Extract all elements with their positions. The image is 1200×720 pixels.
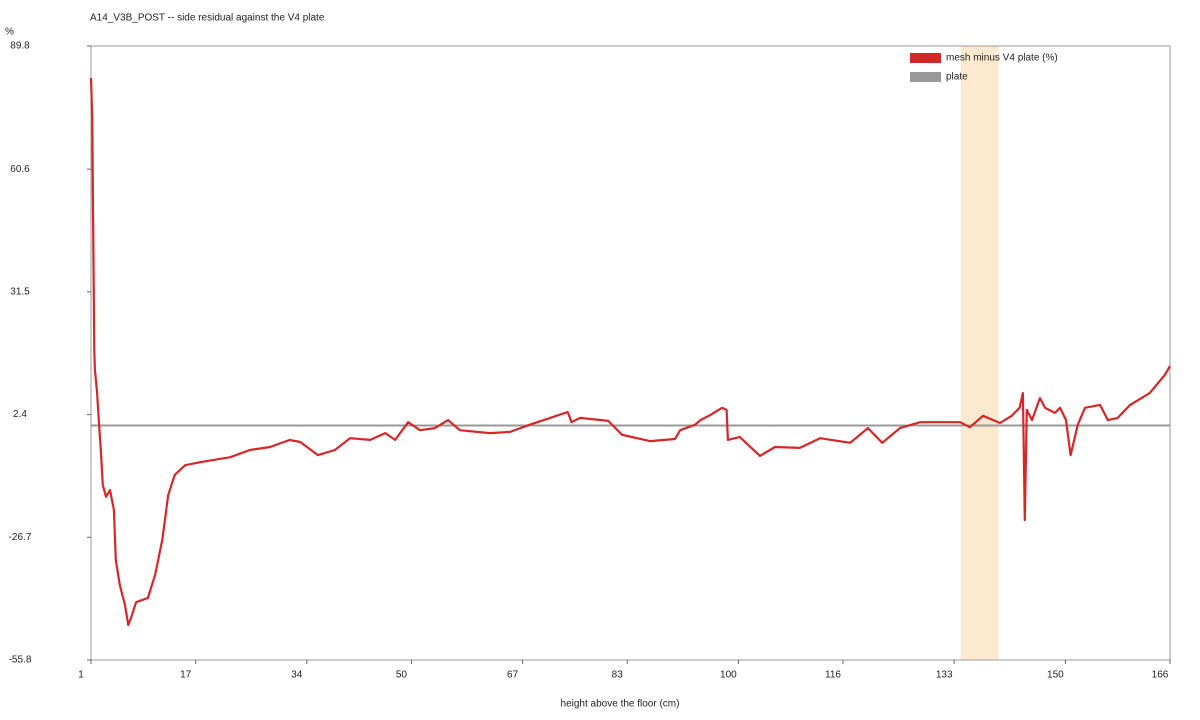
y-tick-label: 2.4 xyxy=(13,409,27,420)
y-tick-label: -26.7 xyxy=(9,532,32,543)
y-axis-label: % xyxy=(5,27,14,38)
x-tick-label: 166 xyxy=(1152,670,1169,681)
legend-label: plate xyxy=(946,72,968,83)
highlight-band xyxy=(960,46,999,660)
y-tick-label: -55.8 xyxy=(9,655,32,666)
x-tick-label: 83 xyxy=(612,670,624,681)
chart-title: A14_V3B_POST -- side residual against th… xyxy=(90,13,325,24)
y-tick-label: 31.5 xyxy=(10,286,30,297)
data-line xyxy=(89,77,1171,627)
plot-frame xyxy=(90,45,1171,661)
x-tick-label: 50 xyxy=(396,670,408,681)
x-tick-label: 17 xyxy=(180,670,192,681)
legend-swatch xyxy=(910,72,941,82)
x-tick-label: 67 xyxy=(507,670,519,681)
x-tick-label: 116 xyxy=(825,670,841,681)
legend-label: mesh minus V4 plate (%) xyxy=(946,53,1058,64)
x-tick-label: 34 xyxy=(291,670,303,681)
legend-swatch xyxy=(910,53,941,63)
x-tick-label: 1 xyxy=(78,670,84,681)
y-tick-label: 89.8 xyxy=(10,41,30,52)
x-axis-label: height above the floor (cm) xyxy=(561,699,680,710)
y-tick-label: 60.6 xyxy=(10,164,30,175)
x-tick-label: 150 xyxy=(1047,670,1064,681)
x-tick-label: 100 xyxy=(720,670,737,681)
x-tick-label: 133 xyxy=(936,670,953,681)
